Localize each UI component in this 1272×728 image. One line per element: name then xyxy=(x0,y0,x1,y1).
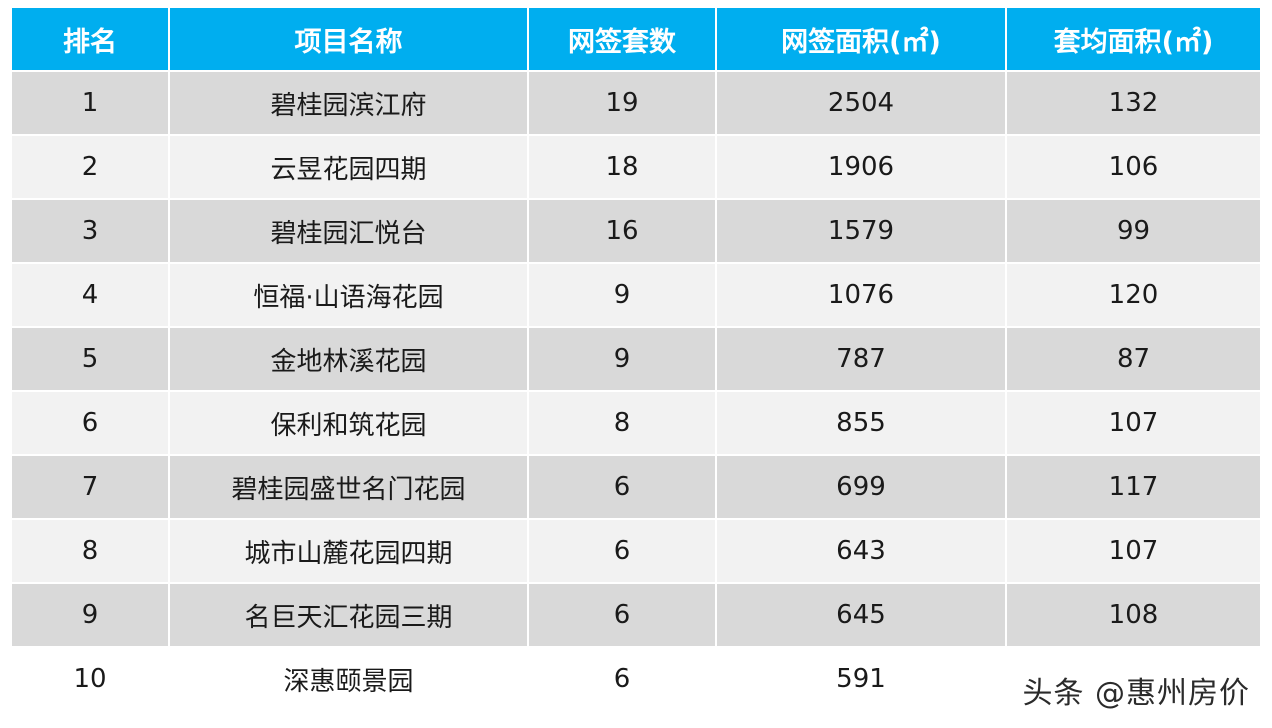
cell-average-area: 99 xyxy=(1007,200,1260,264)
cell-project-name: 保利和筑花园 xyxy=(170,392,529,456)
table-row: 9 名巨天汇花园三期 6 645 108 xyxy=(12,584,1260,648)
cell-signed-units: 16 xyxy=(529,200,717,264)
table-row: 10 深惠颐景园 6 591 xyxy=(12,648,1260,712)
cell-rank: 7 xyxy=(12,456,170,520)
header-rank: 排名 xyxy=(12,8,170,72)
cell-rank: 6 xyxy=(12,392,170,456)
cell-signed-area: 643 xyxy=(717,520,1007,584)
cell-signed-units: 6 xyxy=(529,456,717,520)
cell-project-name: 云昱花园四期 xyxy=(170,136,529,200)
cell-average-area: 117 xyxy=(1007,456,1260,520)
cell-signed-area: 1076 xyxy=(717,264,1007,328)
cell-project-name: 碧桂园滨江府 xyxy=(170,72,529,136)
cell-rank: 2 xyxy=(12,136,170,200)
cell-signed-units: 18 xyxy=(529,136,717,200)
cell-rank: 1 xyxy=(12,72,170,136)
header-average-area: 套均面积(㎡) xyxy=(1007,8,1260,72)
cell-average-area: 108 xyxy=(1007,584,1260,648)
cell-signed-units: 9 xyxy=(529,264,717,328)
cell-signed-units: 8 xyxy=(529,392,717,456)
table-row: 2 云昱花园四期 18 1906 106 xyxy=(12,136,1260,200)
cell-signed-area: 699 xyxy=(717,456,1007,520)
cell-signed-area: 787 xyxy=(717,328,1007,392)
table-row: 4 恒福·山语海花园 9 1076 120 xyxy=(12,264,1260,328)
cell-signed-units: 6 xyxy=(529,648,717,712)
cell-signed-units: 6 xyxy=(529,584,717,648)
cell-average-area: 106 xyxy=(1007,136,1260,200)
cell-project-name: 深惠颐景园 xyxy=(170,648,529,712)
table-row: 5 金地林溪花园 9 787 87 xyxy=(12,328,1260,392)
table-row: 7 碧桂园盛世名门花园 6 699 117 xyxy=(12,456,1260,520)
cell-signed-units: 9 xyxy=(529,328,717,392)
table-header-row: 排名 项目名称 网签套数 网签面积(㎡) 套均面积(㎡) xyxy=(12,8,1260,72)
ranking-table: 排名 项目名称 网签套数 网签面积(㎡) 套均面积(㎡) 1 碧桂园滨江府 19… xyxy=(12,8,1260,712)
cell-average-area: 87 xyxy=(1007,328,1260,392)
cell-project-name: 碧桂园汇悦台 xyxy=(170,200,529,264)
cell-project-name: 金地林溪花园 xyxy=(170,328,529,392)
cell-project-name: 城市山麓花园四期 xyxy=(170,520,529,584)
cell-project-name: 名巨天汇花园三期 xyxy=(170,584,529,648)
cell-signed-area: 645 xyxy=(717,584,1007,648)
cell-average-area xyxy=(1007,648,1260,712)
cell-signed-area: 855 xyxy=(717,392,1007,456)
cell-rank: 5 xyxy=(12,328,170,392)
cell-rank: 8 xyxy=(12,520,170,584)
header-project-name: 项目名称 xyxy=(170,8,529,72)
cell-rank: 9 xyxy=(12,584,170,648)
cell-average-area: 107 xyxy=(1007,392,1260,456)
header-signed-units: 网签套数 xyxy=(529,8,717,72)
table-row: 1 碧桂园滨江府 19 2504 132 xyxy=(12,72,1260,136)
cell-signed-area: 591 xyxy=(717,648,1007,712)
cell-signed-units: 19 xyxy=(529,72,717,136)
cell-average-area: 107 xyxy=(1007,520,1260,584)
table-row: 3 碧桂园汇悦台 16 1579 99 xyxy=(12,200,1260,264)
cell-signed-area: 1579 xyxy=(717,200,1007,264)
cell-project-name: 碧桂园盛世名门花园 xyxy=(170,456,529,520)
cell-average-area: 120 xyxy=(1007,264,1260,328)
cell-rank: 4 xyxy=(12,264,170,328)
ranking-table-container: 排名 项目名称 网签套数 网签面积(㎡) 套均面积(㎡) 1 碧桂园滨江府 19… xyxy=(12,8,1260,712)
cell-rank: 10 xyxy=(12,648,170,712)
cell-average-area: 132 xyxy=(1007,72,1260,136)
cell-signed-area: 2504 xyxy=(717,72,1007,136)
table-row: 6 保利和筑花园 8 855 107 xyxy=(12,392,1260,456)
cell-project-name: 恒福·山语海花园 xyxy=(170,264,529,328)
cell-signed-units: 6 xyxy=(529,520,717,584)
watermark-text: 头条 @惠州房价 xyxy=(1022,676,1250,711)
table-row: 8 城市山麓花园四期 6 643 107 xyxy=(12,520,1260,584)
header-signed-area: 网签面积(㎡) xyxy=(717,8,1007,72)
cell-rank: 3 xyxy=(12,200,170,264)
cell-signed-area: 1906 xyxy=(717,136,1007,200)
